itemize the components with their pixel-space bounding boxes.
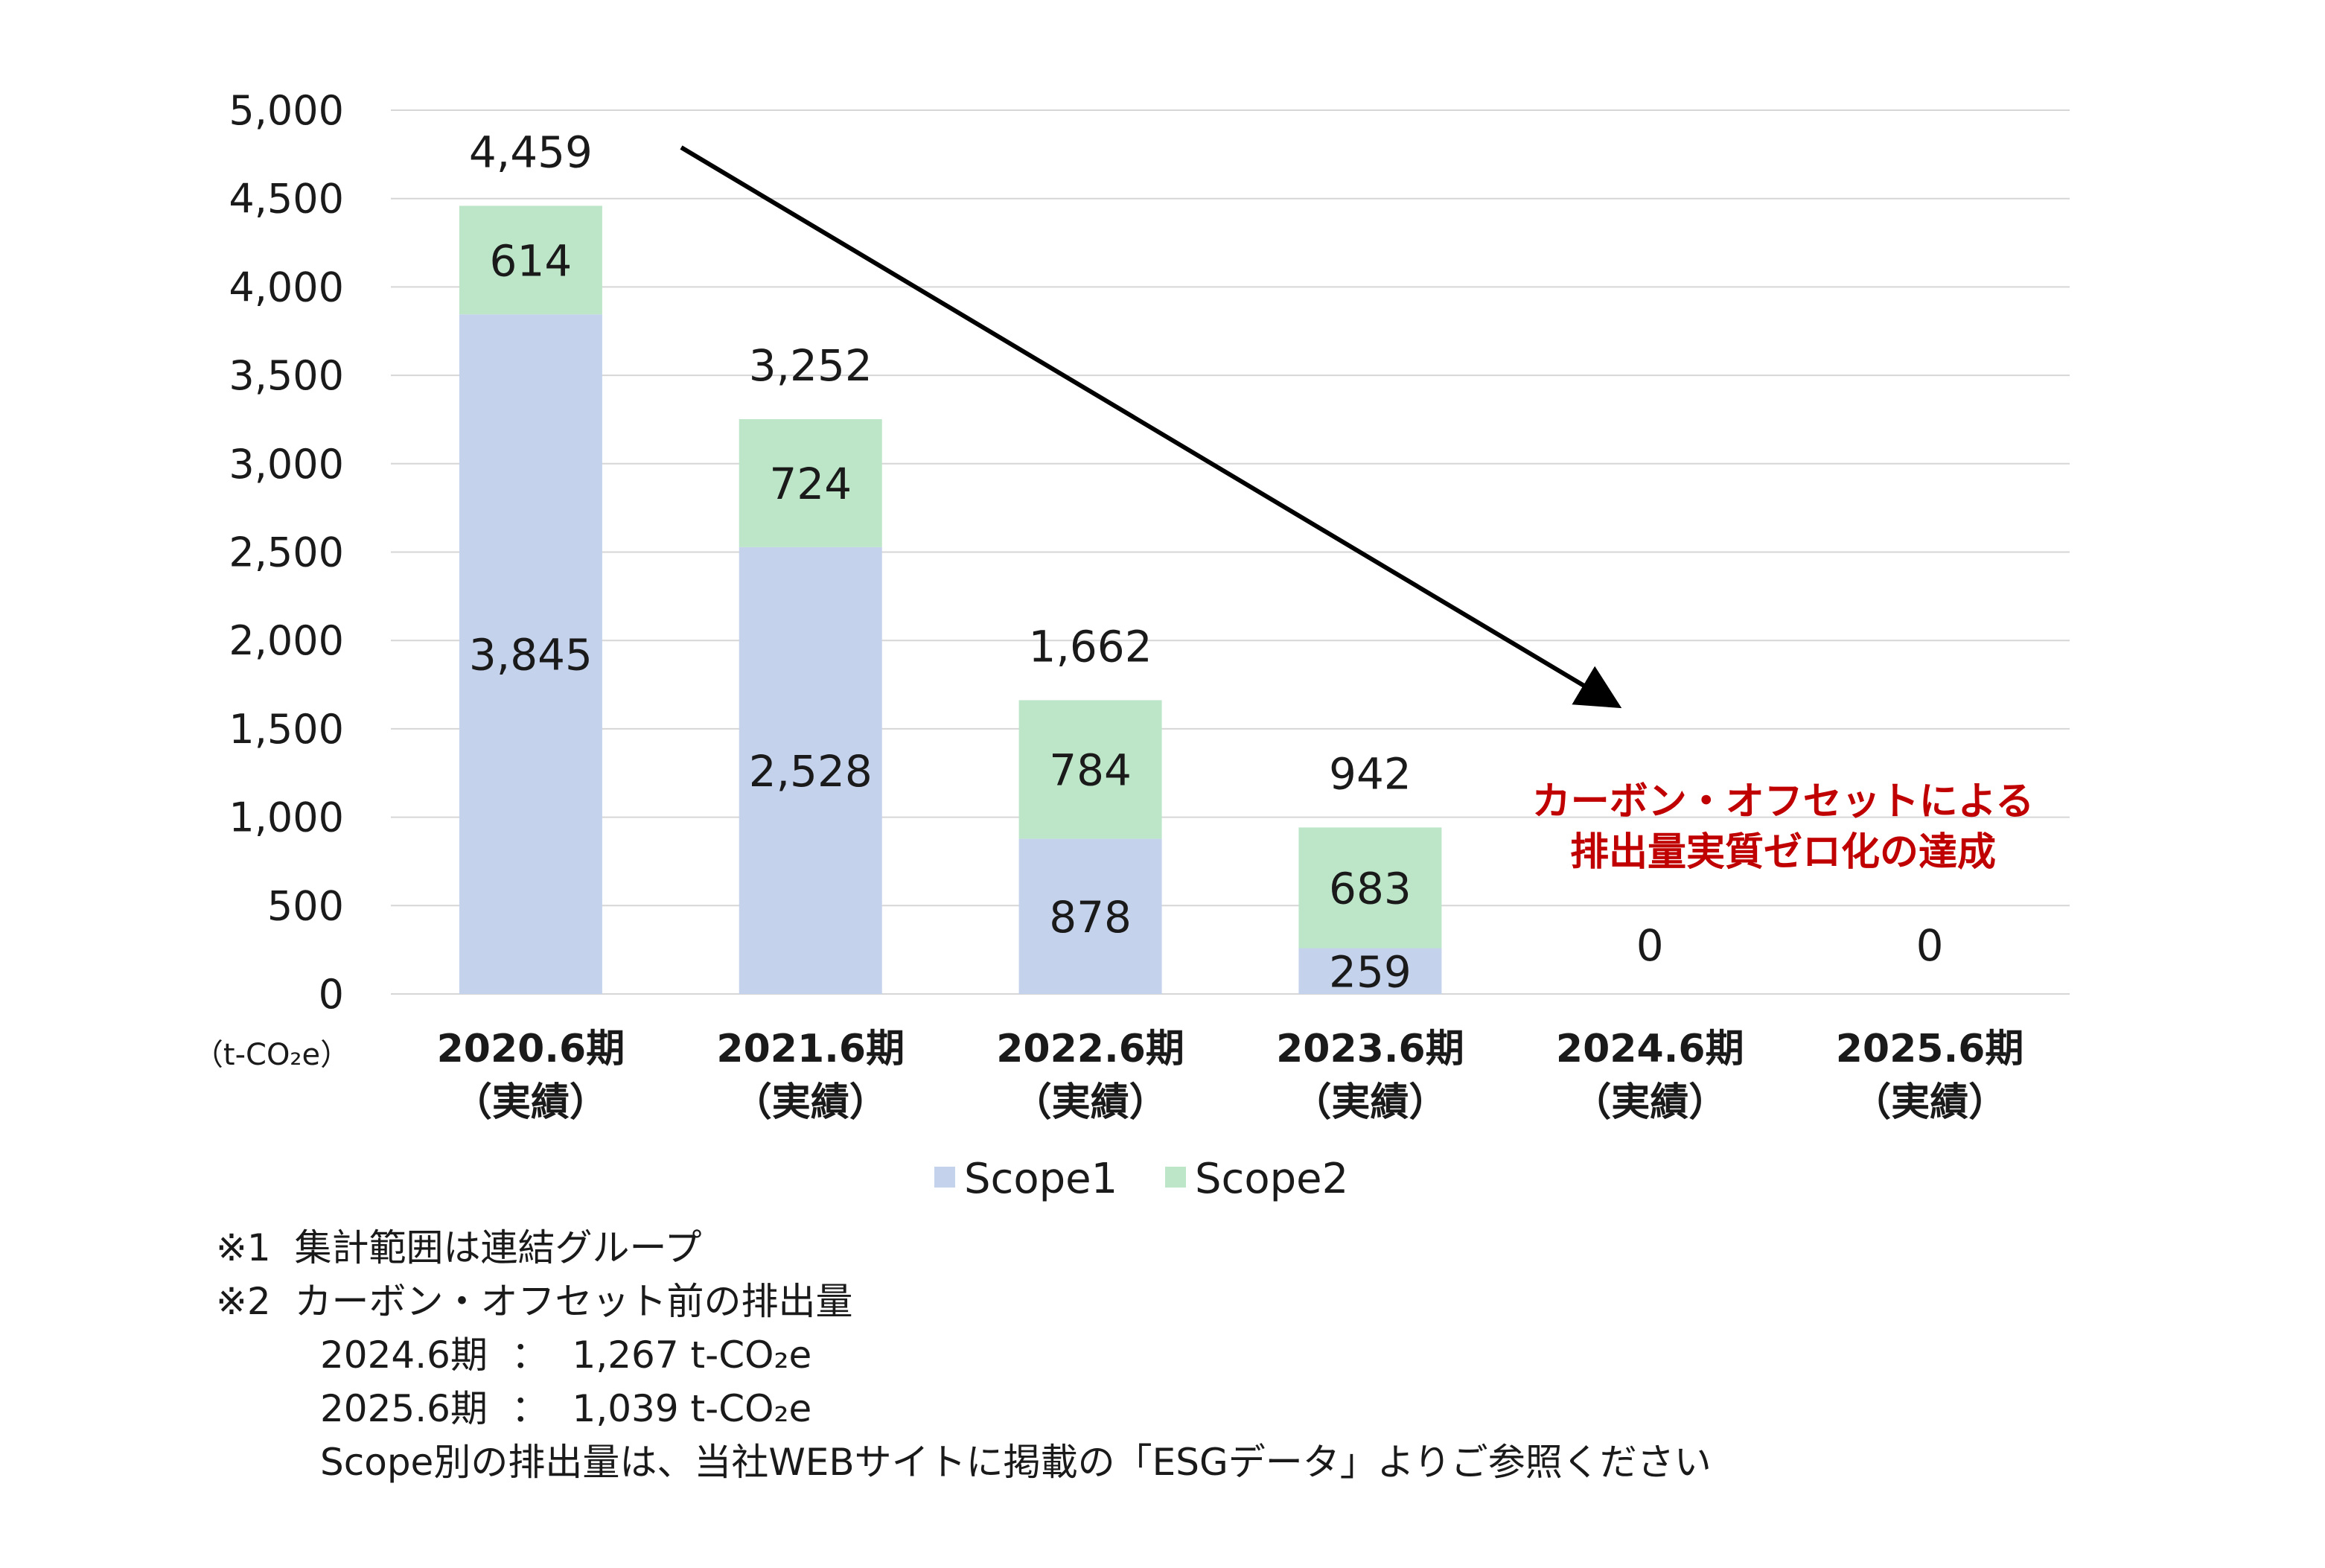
legend: Scope1 Scope2 — [934, 1155, 1348, 1203]
bar-scope2 — [739, 418, 882, 547]
x-tick-label: 2023.6期 — [1276, 1027, 1464, 1071]
total-label: 0 — [1916, 920, 1944, 971]
bar-scope1 — [459, 314, 602, 994]
x-axis: 2020.6期 （実績） 2021.6期 （実績） 2022.6期 （実績） 2023.6期… — [437, 1027, 2024, 1125]
data-label-scope1: 259 — [1329, 946, 1412, 997]
footnote-reference: Scope別の排出量は、当社WEBサイトに掲載の「ESGデータ」よりご参照くださ… — [320, 1441, 1712, 1484]
bar-scope1 — [1018, 838, 1162, 994]
bars — [459, 205, 1442, 994]
legend-label-scope1: Scope1 — [964, 1155, 1117, 1203]
bar-scope2 — [1298, 827, 1442, 949]
footnote-2025: 2025.6期 ： 1,039 t-CO₂e — [320, 1387, 812, 1430]
x-tick-label: 2024.6期 — [1556, 1027, 1744, 1071]
y-axis-unit: （t-CO₂e） — [194, 1038, 350, 1072]
footnotes: ※1 集計範囲は連結グループ ※2 カーボン・オフセット前の排出量 2024.6… — [216, 1221, 1712, 1489]
gridlines — [391, 109, 2070, 995]
legend-label-scope2: Scope2 — [1195, 1155, 1348, 1203]
total-label: 1,662 — [1029, 621, 1152, 672]
y-tick-label: 2,500 — [229, 529, 344, 576]
x-tick-sublabel: （実績） — [1572, 1080, 1727, 1125]
footnote-1: ※1 集計範囲は連結グループ — [216, 1226, 702, 1269]
y-tick-label: 1,500 — [229, 706, 344, 753]
y-tick-label: 500 — [267, 882, 344, 929]
legend-swatch-scope2 — [1165, 1167, 1186, 1188]
y-tick-label: 4,500 — [229, 176, 344, 223]
bar-scope1 — [739, 546, 882, 994]
y-tick-label: 4,000 — [229, 264, 344, 310]
total-label: 942 — [1329, 748, 1412, 799]
total-label: 4,459 — [469, 127, 593, 177]
data-label-scope1: 3,845 — [469, 630, 593, 681]
bar-scope2 — [459, 205, 602, 315]
y-tick-label: 1,000 — [229, 794, 344, 841]
x-tick-sublabel: （実績） — [1013, 1080, 1168, 1125]
legend-swatch-scope1 — [934, 1167, 955, 1188]
trend-arrow — [680, 145, 1622, 709]
y-tick-label: 5,000 — [229, 87, 344, 134]
x-tick-label: 2025.6期 — [1836, 1027, 2024, 1071]
y-tick-label: 3,000 — [229, 441, 344, 488]
x-tick-label: 2021.6期 — [716, 1027, 905, 1071]
data-label-scope2: 614 — [490, 235, 573, 286]
y-tick-label: 0 — [319, 971, 344, 1018]
data-label-scope1: 2,528 — [749, 746, 873, 797]
data-label-scope2: 683 — [1329, 863, 1412, 914]
x-tick-label: 2020.6期 — [437, 1027, 625, 1071]
data-label-scope2: 784 — [1049, 745, 1132, 796]
annotation-line: 排出量実質ゼロ化の達成 — [1570, 830, 1996, 875]
data-label-scope1: 878 — [1049, 892, 1132, 943]
y-axis: 0 500 1,000 1,500 2,000 2,500 3,000 3,500 4,000 4… — [229, 87, 344, 1018]
x-tick-sublabel: （実績） — [1852, 1080, 2007, 1125]
x-tick-sublabel: （実績） — [453, 1080, 608, 1125]
data-labels: 3,845 614 4,459 2,528 724 3,252 878 784 1,662 259… — [469, 127, 1944, 997]
bar-scope2 — [1018, 700, 1162, 839]
total-label: 0 — [1636, 920, 1664, 971]
x-tick-sublabel: （実績） — [1292, 1080, 1447, 1125]
bar-scope1 — [1298, 948, 1442, 994]
y-tick-label: 3,500 — [229, 352, 344, 399]
y-tick-label: 2,000 — [229, 617, 344, 664]
footnote-2: ※2 カーボン・オフセット前の排出量 — [216, 1280, 853, 1323]
footnote-2024: 2024.6期 ： 1,267 t-CO₂e — [320, 1333, 812, 1377]
x-tick-sublabel: （実績） — [733, 1080, 888, 1125]
annotation-line: カーボン・オフセットによる — [1532, 780, 2034, 824]
x-tick-label: 2022.6期 — [996, 1027, 1184, 1071]
data-label-scope2: 724 — [769, 459, 852, 509]
total-label: 3,252 — [749, 340, 873, 391]
